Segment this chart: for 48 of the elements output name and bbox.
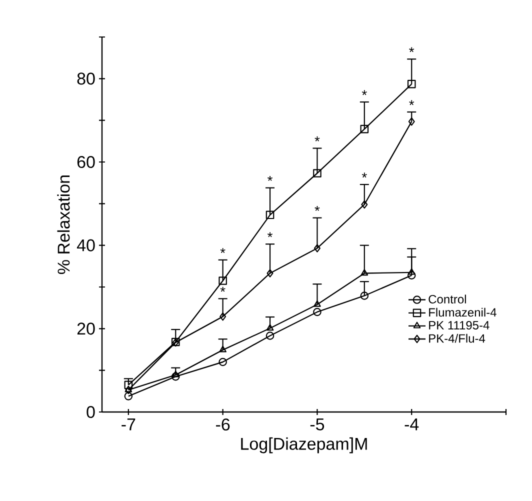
legend-label: Flumazenil-4 (429, 308, 496, 317)
point (124, 392, 133, 400)
point (360, 292, 369, 300)
annotation: * (220, 286, 226, 292)
annotation: * (314, 136, 320, 142)
point (314, 300, 321, 307)
x-tick-label: -5 (310, 418, 324, 430)
annotation: * (362, 172, 367, 178)
annotation: * (362, 90, 367, 96)
point (220, 312, 226, 321)
point (266, 332, 274, 340)
point (313, 169, 322, 178)
point (407, 80, 416, 88)
x-tick-label: -4 (404, 418, 419, 430)
annotation: * (314, 206, 320, 211)
point (314, 244, 320, 252)
legend-label: Control (428, 294, 466, 304)
annotation: * (409, 100, 414, 106)
point (266, 269, 274, 278)
legend-label: PK-4/Flu-4 (429, 334, 486, 343)
x-tick-label: -7 (122, 418, 136, 430)
y-tick-label: 60 (77, 156, 95, 168)
point (407, 271, 416, 280)
y-tick-label: 0 (86, 406, 95, 418)
point (360, 269, 368, 276)
x-axis-title: Log[Diazepam]M (241, 437, 367, 454)
point (218, 358, 227, 366)
y-tick-label: 20 (77, 322, 95, 335)
legend-label: PK 11195-4 (429, 321, 490, 330)
y-tick-label: 40 (76, 239, 95, 252)
point (219, 346, 226, 352)
x-tick-label: -6 (216, 418, 230, 431)
annotation: * (220, 248, 226, 253)
y-tick-label: 80 (77, 72, 95, 85)
y-axis-title: % Relaxation (57, 176, 70, 274)
point (408, 268, 416, 275)
point (218, 276, 227, 285)
point (360, 124, 369, 134)
point (266, 324, 274, 331)
annotation: * (268, 176, 273, 181)
point (408, 117, 415, 126)
annotation: * (268, 232, 273, 238)
annotation: * (409, 47, 414, 52)
point (171, 372, 180, 381)
point (266, 210, 274, 220)
point (313, 308, 322, 316)
point (361, 200, 368, 209)
point (172, 370, 180, 378)
